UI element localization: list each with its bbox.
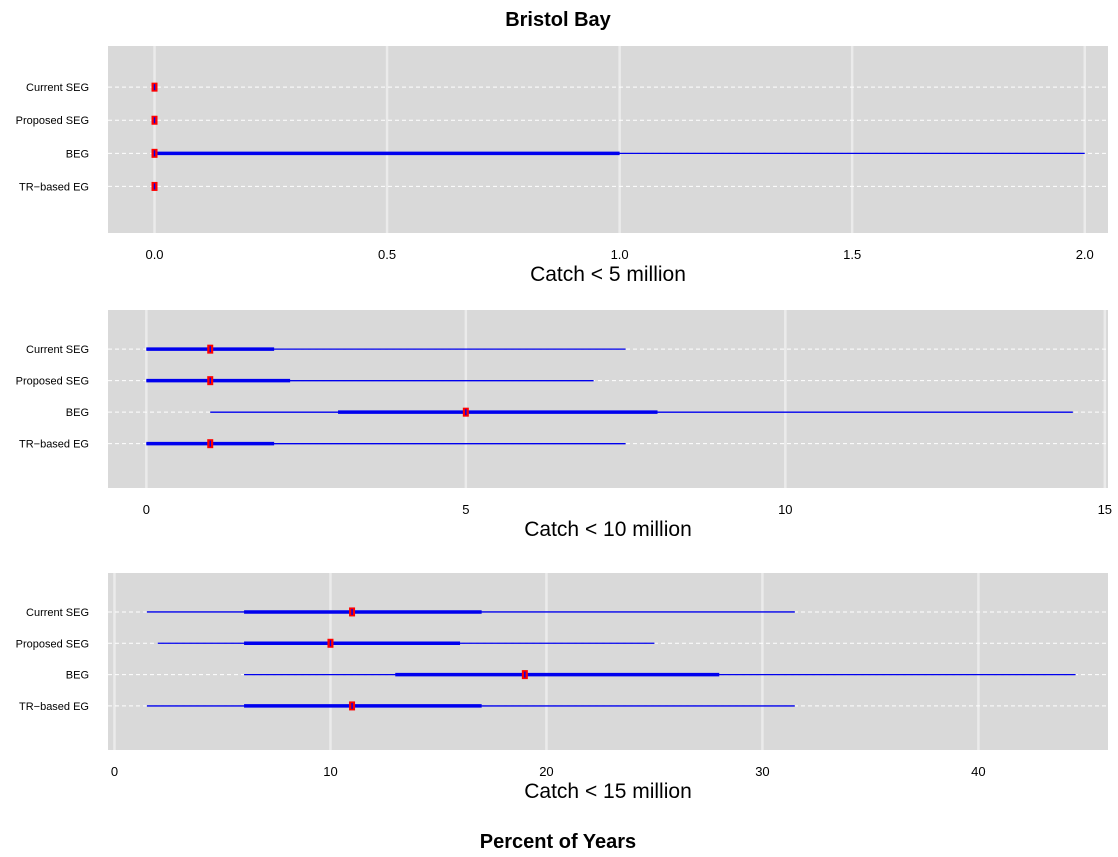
x-tick-label: 0.0 [145,247,163,262]
chart-title: Bristol Bay [505,9,611,31]
x-tick-label: 15 [1098,502,1112,517]
x-tick-label: 30 [755,764,769,779]
category-label: Proposed SEG [16,115,89,127]
x-tick-label: 1.0 [611,247,629,262]
panels: Current SEG Proposed SEG BEG TR−based EG 0.0… [16,46,1112,803]
plot-background [108,310,1108,488]
panel-2: Current SEG Proposed SEG BEG TR−based EG 0 5 1… [16,310,1112,541]
panel-subtitle: Catch < 15 million [524,780,692,803]
x-tick-label: 0 [143,502,150,517]
x-tick-label: 40 [971,764,985,779]
category-label: BEG [66,670,89,682]
category-label: TR−based EG [19,181,89,193]
category-label: BEG [66,148,89,160]
category-label: Current SEG [26,607,89,619]
category-label: TR−based EG [19,439,89,451]
category-label: Proposed SEG [16,638,89,650]
x-axis-label: Percent of Years [480,831,636,853]
x-tick-label: 20 [539,764,553,779]
x-tick-label: 0.5 [378,247,396,262]
category-label: Proposed SEG [16,376,89,388]
panel-subtitle: Catch < 10 million [524,518,692,541]
panel-3: Current SEG Proposed SEG BEG TR−based EG 0 10… [16,573,1108,803]
x-tick-label: 10 [778,502,792,517]
category-label: BEG [66,407,89,419]
x-tick-label: 10 [323,764,337,779]
category-label: Current SEG [26,344,89,356]
x-tick-label: 2.0 [1076,247,1094,262]
x-tick-label: 1.5 [843,247,861,262]
plot-background [108,46,1108,233]
category-label: Current SEG [26,82,89,94]
panel-1: Current SEG Proposed SEG BEG TR−based EG 0.0… [16,46,1108,286]
plot-background [108,573,1108,750]
x-tick-label: 5 [462,502,469,517]
category-label: TR−based EG [19,701,89,713]
x-tick-label: 0 [111,764,118,779]
panel-subtitle: Catch < 5 million [530,263,686,286]
